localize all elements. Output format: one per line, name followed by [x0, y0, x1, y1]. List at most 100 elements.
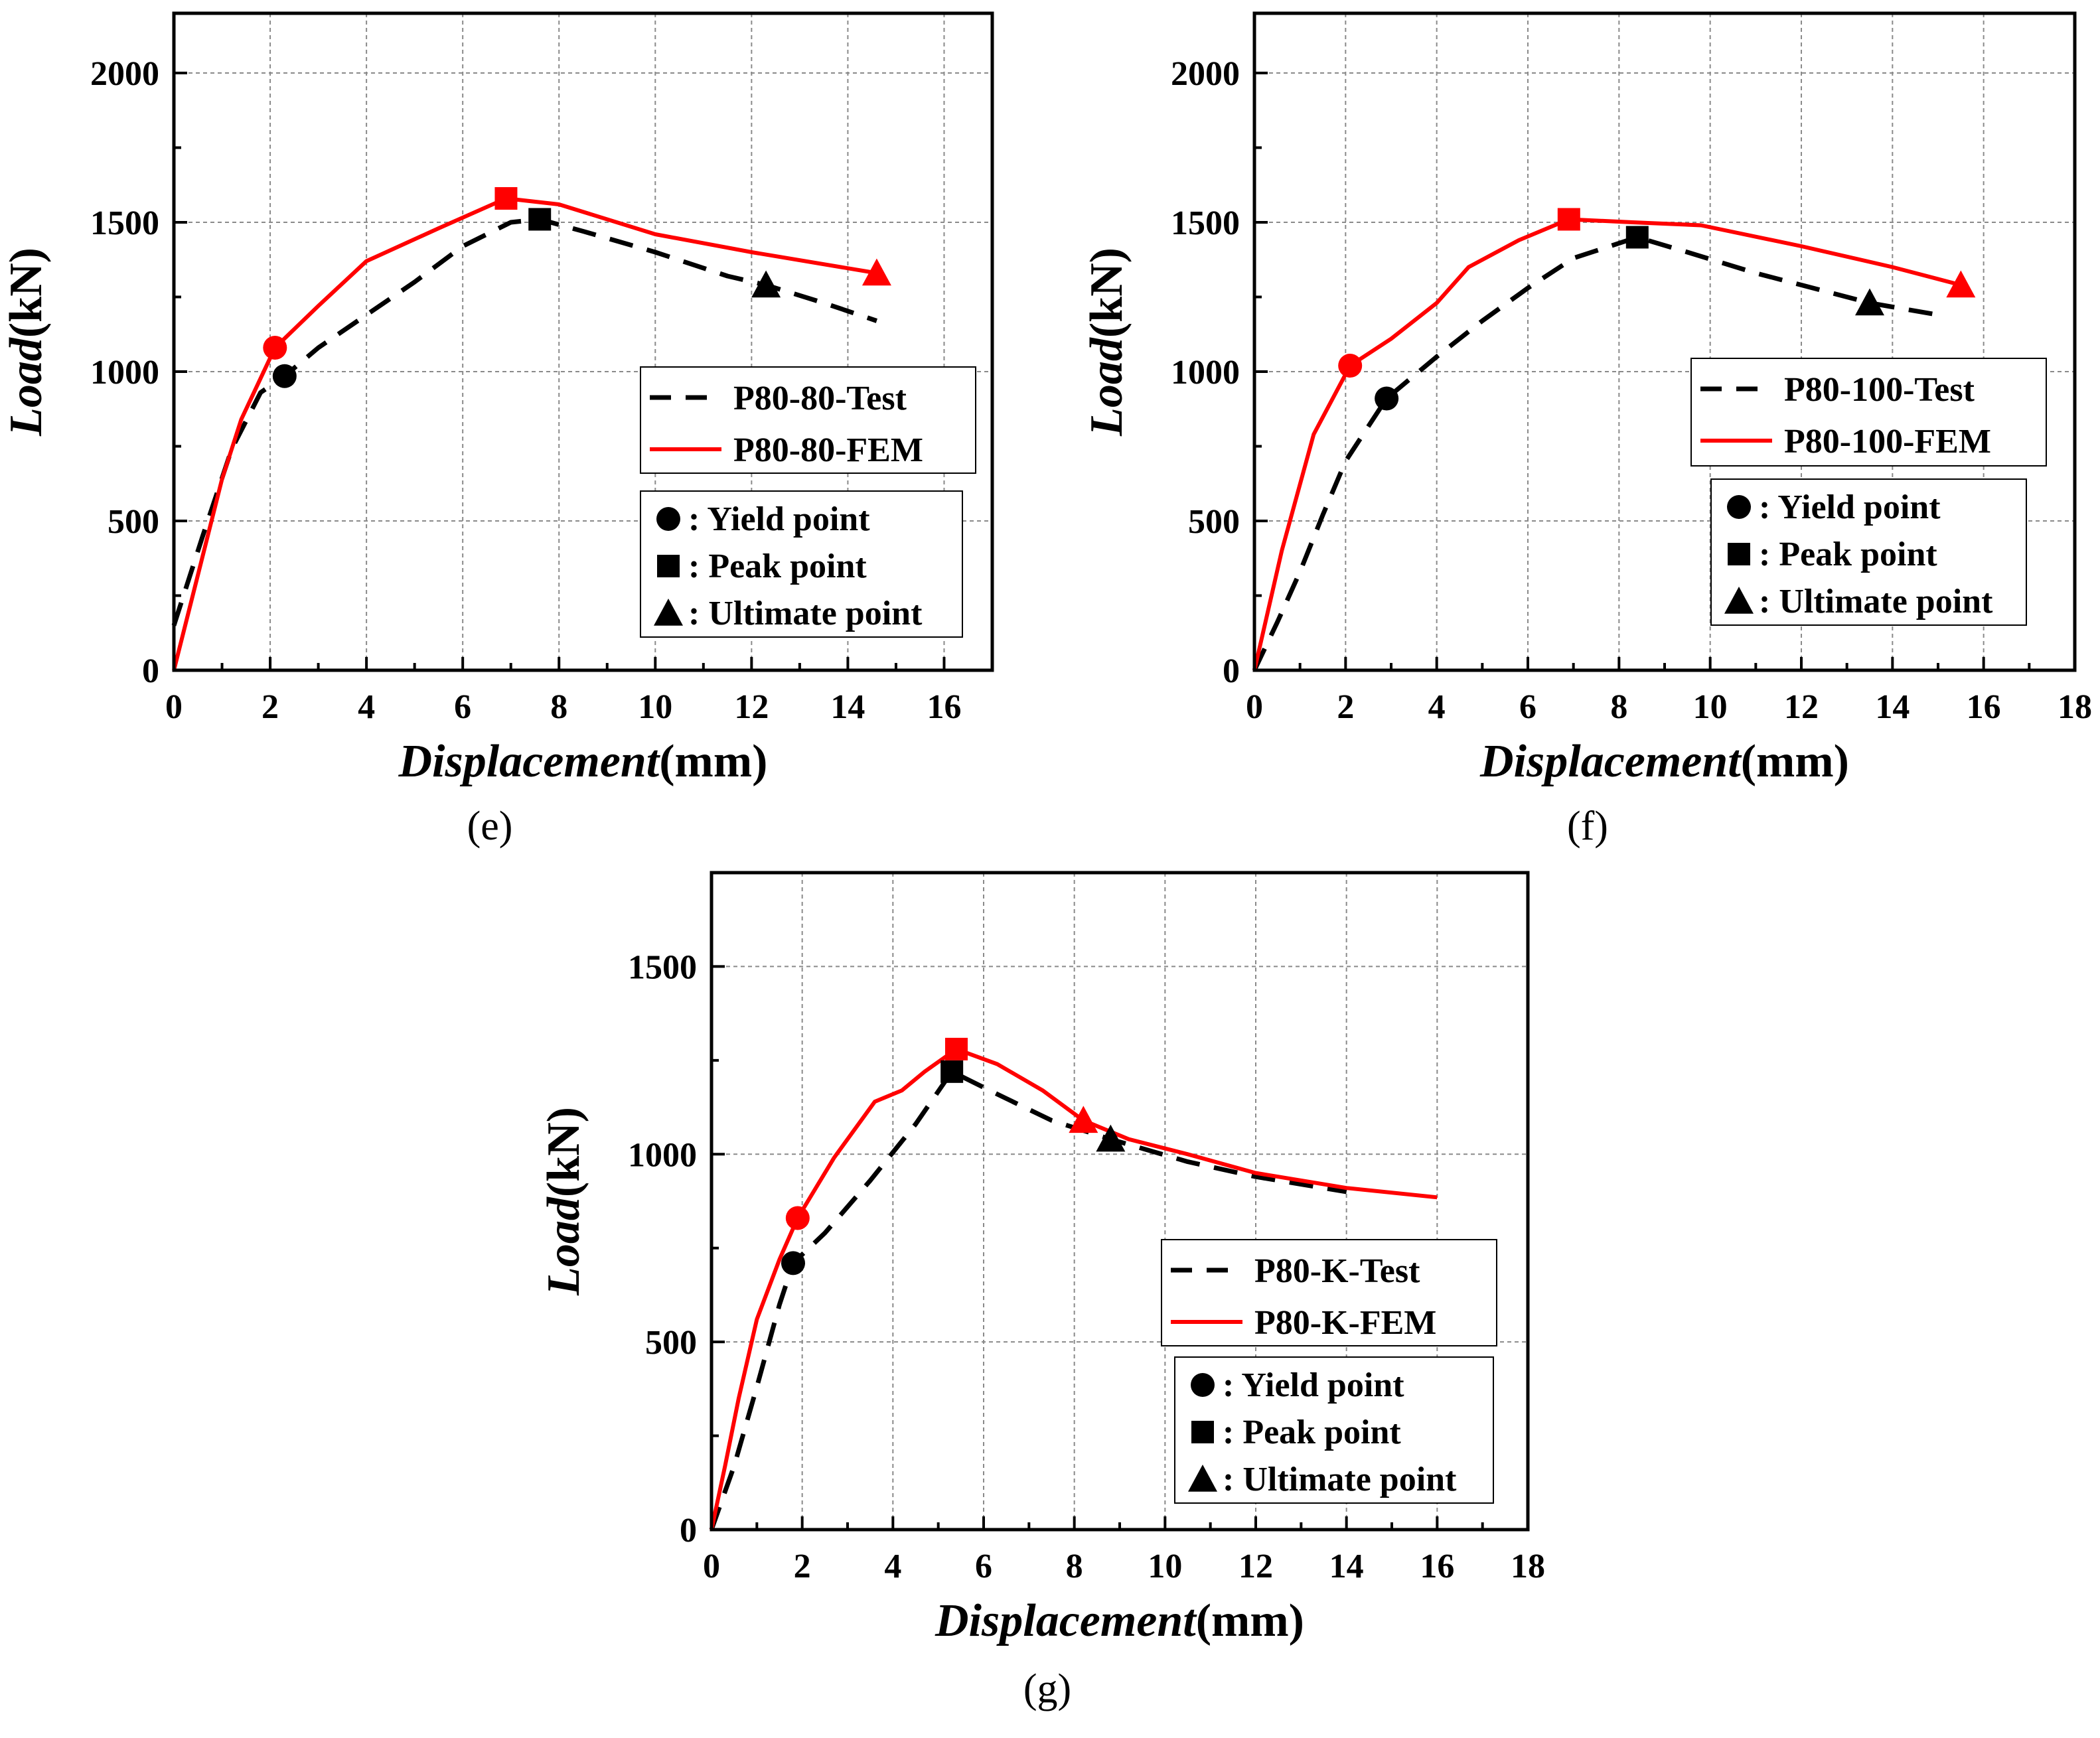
- x-tick-label: 8: [1610, 688, 1627, 726]
- x-tick-label: 12: [734, 688, 769, 726]
- ultimate-marker: [1946, 270, 1976, 298]
- panel-label: (e): [467, 804, 513, 849]
- yield-marker: [263, 336, 287, 360]
- legend-label: P80-K-Test: [1254, 1252, 1420, 1290]
- marker-legend-symbol: [1188, 1465, 1217, 1492]
- legend-label: P80-K-FEM: [1254, 1304, 1436, 1342]
- y-tick-label: 0: [1223, 652, 1240, 690]
- x-tick-label: 14: [1329, 1548, 1364, 1585]
- x-tick-label: 14: [1875, 688, 1910, 726]
- x-axis-title: Displacement(mm): [1479, 736, 1849, 787]
- series-legend: [1690, 358, 2047, 467]
- series-legend: [640, 366, 976, 474]
- panel-label: (f): [1567, 804, 1608, 849]
- x-tick-label: 8: [1066, 1548, 1083, 1585]
- y-tick-label: 2000: [1171, 55, 1240, 93]
- yield-marker: [785, 1206, 810, 1230]
- peak-marker: [945, 1037, 968, 1060]
- x-tick-label: 0: [165, 688, 183, 726]
- y-tick-label: 0: [680, 1512, 697, 1550]
- y-axis-title: Load(kN): [1081, 248, 1132, 437]
- ultimate-marker: [1069, 1106, 1098, 1133]
- y-tick-label: 1000: [90, 354, 159, 392]
- ultimate-marker: [1096, 1124, 1126, 1152]
- x-tick-label: 8: [550, 688, 567, 726]
- x-tick-label: 16: [1967, 688, 2001, 726]
- chart-panel-g: 0 2 4 6 8 10 12 14 16 18 0 500 1000 1500 Displacement(…: [538, 871, 1545, 1711]
- peak-marker: [528, 208, 552, 231]
- x-tick-label: 6: [1519, 688, 1537, 726]
- yield-marker: [272, 364, 297, 388]
- peak-marker: [940, 1060, 964, 1083]
- marker-legend-symbol: [1191, 1373, 1215, 1397]
- marker-legend-label: : Ultimate point: [688, 595, 923, 632]
- y-tick-label: 1000: [1171, 354, 1240, 392]
- marker-legend-label: : Yield point: [1223, 1366, 1404, 1404]
- legend-label: P80-80-FEM: [733, 431, 923, 469]
- y-tick-label: 500: [1188, 503, 1240, 541]
- chart-panel-e: 0 2 4 6 8 10 12 14 16 0 500 1000 1500 2000 Displacemen…: [1, 11, 994, 849]
- panel-label: (g): [1023, 1666, 1071, 1711]
- y-tick-label: 1000: [628, 1136, 697, 1174]
- marker-legend-symbol: [1727, 495, 1751, 519]
- series-line-p80-k-test: [709, 1069, 1347, 1531]
- x-tick-label: 2: [1337, 688, 1354, 726]
- yield-marker: [1338, 354, 1363, 378]
- y-tick-label: 1500: [90, 204, 159, 242]
- marker-legend: [1710, 478, 2027, 626]
- marker-legend: [1174, 1356, 1494, 1504]
- x-tick-label: 10: [638, 688, 672, 726]
- x-tick-label: 10: [1148, 1548, 1182, 1585]
- peak-marker: [1625, 226, 1649, 249]
- marker-legend-label: : Peak point: [688, 547, 867, 585]
- x-tick-label: 4: [358, 688, 375, 726]
- marker-legend-label: : Yield point: [688, 500, 870, 538]
- marker-legend-symbol: [1191, 1421, 1214, 1443]
- x-tick-label: 12: [1784, 688, 1819, 726]
- marker-legend-label: : Ultimate point: [1223, 1461, 1457, 1498]
- x-tick-label: 16: [927, 688, 961, 726]
- y-tick-label: 1500: [1171, 204, 1240, 242]
- x-tick-label: 10: [1693, 688, 1728, 726]
- x-tick-label: 14: [830, 688, 865, 726]
- chart-panel-f: 0 2 4 6 8 10 12 14 16 18 0 500 1000 1500 2000 Displacem…: [1081, 11, 2092, 849]
- legend-label: P80-100-FEM: [1784, 423, 1991, 461]
- x-tick-label: 4: [1428, 688, 1446, 726]
- peak-marker: [494, 187, 518, 210]
- y-tick-label: 2000: [90, 55, 159, 93]
- ultimate-marker: [862, 258, 891, 286]
- marker-legend-label: : Yield point: [1759, 488, 1941, 526]
- x-tick-label: 16: [1420, 1548, 1454, 1585]
- x-tick-label: 12: [1238, 1548, 1273, 1585]
- x-axis-title: Displacement(mm): [398, 736, 768, 787]
- y-axis-title: Load(kN): [538, 1107, 589, 1296]
- marker-legend-label: : Peak point: [1759, 536, 1937, 573]
- marker-legend-symbol: [654, 599, 683, 626]
- y-tick-label: 500: [108, 503, 159, 541]
- plot-frame: [172, 11, 994, 672]
- yield-marker: [1375, 386, 1399, 411]
- marker-legend-symbol: [657, 555, 680, 577]
- y-tick-label: 0: [142, 652, 159, 690]
- x-tick-label: 2: [794, 1548, 811, 1585]
- series-line-p80-100-fem: [1252, 217, 1962, 671]
- x-tick-label: 4: [884, 1548, 901, 1585]
- marker-legend: [640, 490, 963, 638]
- x-tick-label: 0: [1246, 688, 1263, 726]
- y-tick-label: 500: [645, 1324, 697, 1362]
- ultimate-marker: [751, 270, 781, 298]
- ultimate-marker: [1855, 288, 1884, 316]
- series-line-p80-100-test: [1252, 235, 1939, 672]
- x-tick-label: 2: [262, 688, 279, 726]
- series-line-p80-80-test: [171, 217, 878, 626]
- y-tick-label: 1500: [628, 948, 697, 986]
- x-tick-label: 18: [2058, 688, 2092, 726]
- yield-marker: [781, 1251, 805, 1275]
- x-tick-label: 0: [703, 1548, 720, 1585]
- x-tick-label: 18: [1511, 1548, 1545, 1585]
- x-axis-title: Displacement(mm): [935, 1595, 1304, 1646]
- y-axis-title: Load(kN): [1, 248, 52, 437]
- marker-legend-symbol: [656, 507, 680, 531]
- legend-label: P80-100-Test: [1784, 371, 1975, 409]
